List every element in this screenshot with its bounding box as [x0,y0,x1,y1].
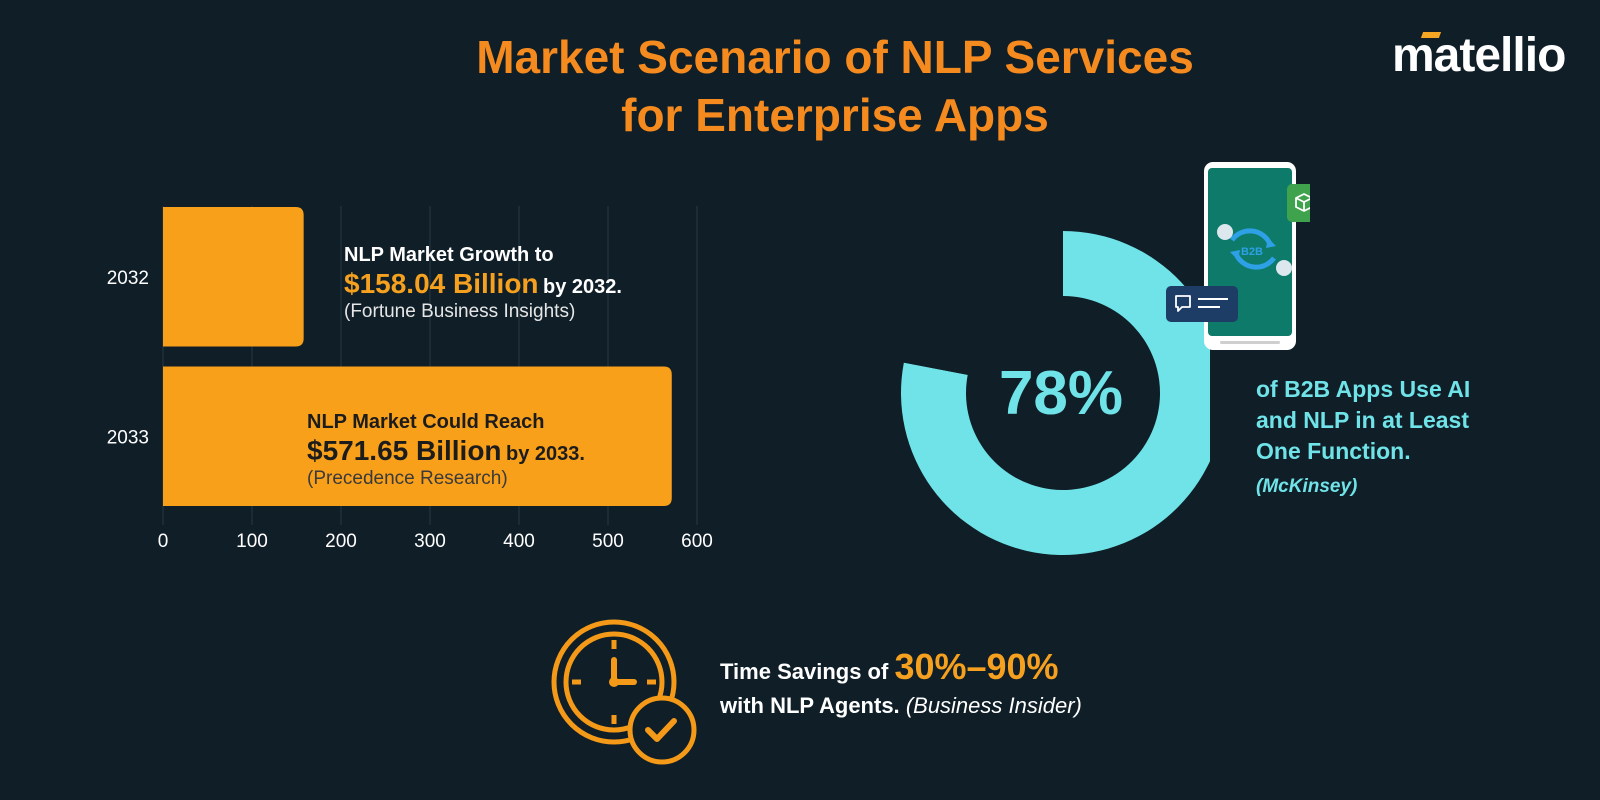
user-avatar-icon [1276,260,1292,276]
chat-bubble-icon [1175,295,1191,312]
annotation-heading: NLP Market Could Reach [307,411,545,433]
x-tick-label: 600 [681,531,713,552]
donut-center-label: 78% [998,359,1124,428]
x-tick-label: 300 [414,531,446,552]
annotation-suffix: by 2032. [543,276,622,298]
time-savings-prefix: Time Savings of [720,659,889,684]
bar-annotation-2032: NLP Market Growth to $158.04 Billion by … [344,243,622,323]
annotation-source: (Precedence Research) [307,467,508,489]
user-avatar-icon [1217,224,1233,240]
annotation-source: (Fortune Business Insights) [344,300,576,322]
phone-home-bar [1220,341,1280,344]
bar-annotation-2033: NLP Market Could Reach $571.65 Billion b… [307,410,585,490]
cube-icon [1295,193,1310,212]
title-line-1: Market Scenario of NLP Services [476,31,1194,83]
page-title: Market Scenario of NLP Services for Ente… [0,28,1600,144]
donut-slice-78 [901,231,1210,555]
phone-illustration: B2B [1166,162,1310,350]
y-category-label: 2033 [107,427,149,448]
x-tick-label: 0 [158,531,169,552]
y-category-label: 2032 [107,268,149,289]
x-tick-label: 400 [503,531,535,552]
annotation-value: $571.65 Billion [307,435,502,466]
time-savings-text: Time Savings of 30%–90% with NLP Agents.… [720,649,1082,723]
annotation-value: $158.04 Billion [344,268,539,299]
brand-logo: matellio [1392,28,1566,83]
cube-icon-tile [1287,184,1310,222]
clock-check-icon [551,619,697,765]
bar-chart: 2032 2033 0 100 200 300 400 500 600 [107,206,713,552]
caption-source: (McKinsey) [1256,476,1358,497]
time-savings-value: 30%–90% [894,646,1059,687]
bar-2033 [163,366,672,506]
title-line-2: for Enterprise Apps [621,89,1049,141]
chat-bubble-tile [1166,286,1238,322]
b2b-badge: B2B [1241,246,1263,258]
sync-arrows-icon [1229,228,1277,270]
logo-accent [1420,32,1442,38]
x-tick-label: 500 [592,531,624,552]
x-tick-label: 100 [236,531,268,552]
brand-name: matellio [1392,29,1566,82]
annotation-heading: NLP Market Growth to [344,244,554,266]
caption-line-2: and NLP in at Least [1256,407,1470,433]
donut-slice-remainder [903,230,1063,375]
donut-chart [901,230,1210,555]
donut-caption: of B2B Apps Use AI and NLP in at Least O… [1256,374,1470,502]
time-savings-line2: with NLP Agents. [720,693,900,718]
x-tick-label: 200 [325,531,357,552]
annotation-suffix: by 2033. [506,443,585,465]
caption-line-1: of B2B Apps Use AI [1256,376,1471,402]
time-savings-source: (Business Insider) [905,693,1082,718]
bar-2032 [163,207,304,347]
caption-line-3: One Function. [1256,438,1411,464]
